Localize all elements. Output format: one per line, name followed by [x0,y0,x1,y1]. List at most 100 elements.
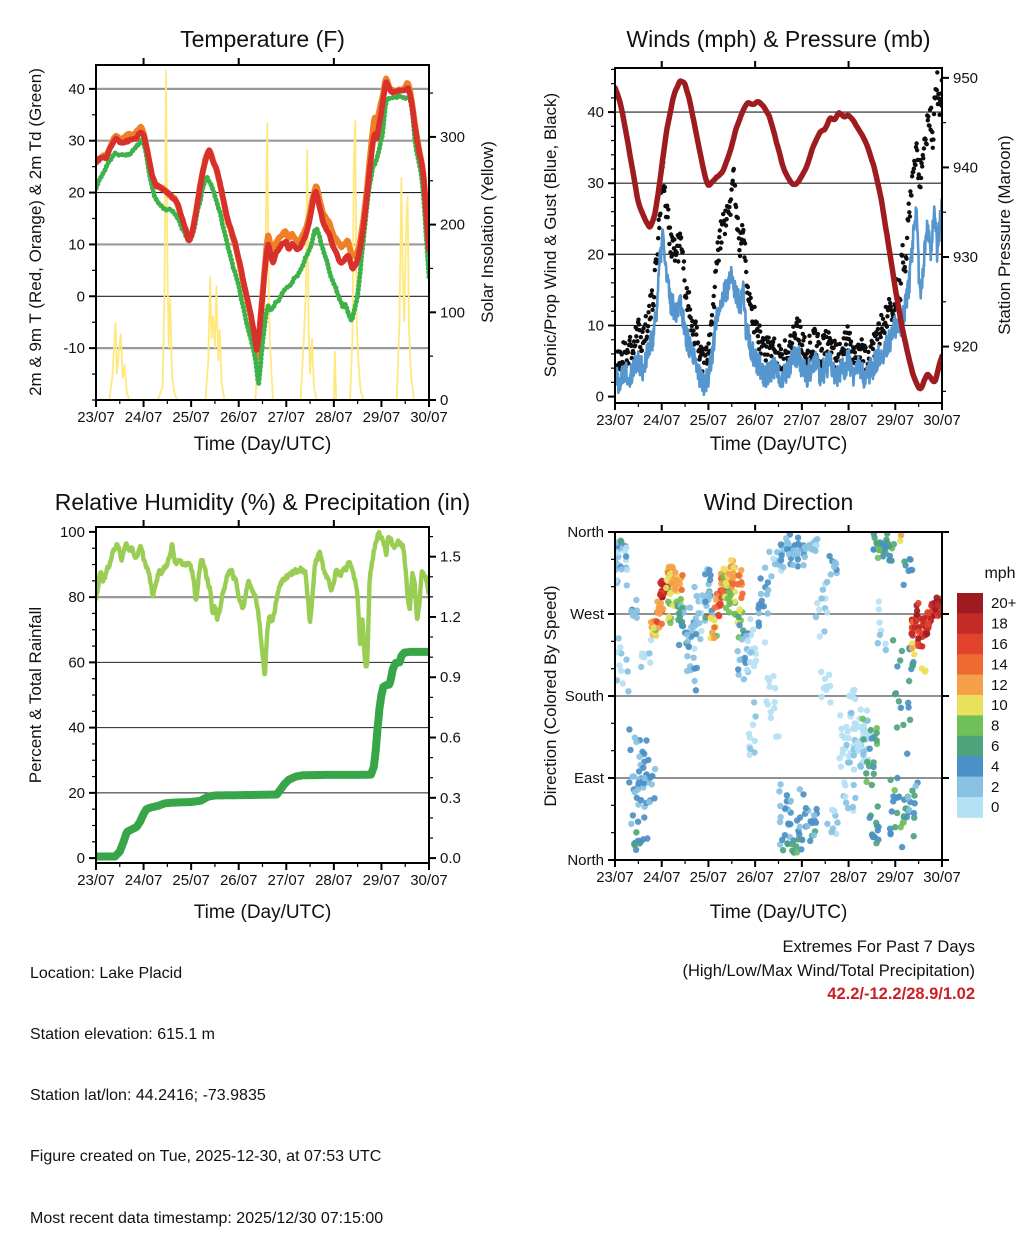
panel-1: 0 10 20 30 40 920 930 940 950 23/07 24/07 25/07 26/0… [587,61,978,429]
x-axis-label-winds: Time (Day/UTC) [709,434,848,455]
x-tick-label: 26/07 [220,872,258,889]
x-tick-label: 28/07 [830,869,868,886]
y-axis-label-direction-left: Direction (Colored By Speed) [541,585,560,807]
y-tick-label-right: 0.9 [440,669,461,686]
y-tick-label-left: South [565,688,604,705]
y-tick-label-right: 940 [953,159,978,176]
y-tick-label-left: 10 [68,236,85,253]
y-axis-label-wind-left: Sonic/Prop Wind & Gust (Blue, Black) [541,92,560,378]
y-tick-label-left: 0 [77,288,85,305]
x-tick-label: 26/07 [736,869,774,886]
y-tick-label-right: 200 [440,217,465,234]
y-axis-label-rainfall-left: Percent & Total Rainfall [26,606,45,784]
plot-area [615,532,942,856]
axis-ticks [608,61,949,410]
station-footer: Location: Lake Placid Station elevation:… [30,923,383,1250]
colorbar-label: 20+ [991,595,1017,612]
x-tick-label: 25/07 [172,409,210,426]
x-tick-label: 24/07 [125,409,163,426]
colorbar-title-mph: mph [984,565,1016,582]
y-tick-label-left: North [567,524,604,541]
x-tick-label: 27/07 [783,869,821,886]
y-tick-label-left: 0 [77,850,85,867]
x-tick-label: 30/07 [923,412,961,429]
x-tick-label: 25/07 [690,869,728,886]
y-axis-label-temperature-left: 2m & 9m T (Red, Orange) & 2m Td (Green) [26,68,45,396]
footer-latlon: Station lat/lon: 44.2416; -73.9835 [30,1087,266,1105]
x-tick-label: 24/07 [643,869,681,886]
x-tick-label: 28/07 [315,409,353,426]
x-tick-label: 26/07 [220,409,258,426]
x-tick-label: 30/07 [410,872,448,889]
series-pressure [615,78,942,392]
colorbar-cell [957,593,983,614]
colorbar-cell [957,695,983,716]
y-tick-label-right: 1.2 [440,609,461,626]
colorbar-label: 16 [991,636,1008,653]
y-tick-label-left: 10 [587,317,604,334]
y-tick-label-left: 0 [596,389,604,406]
y-tick-label-right: 0.6 [440,730,461,747]
colorbar-cell [957,674,983,696]
series-wind [615,198,942,397]
x-axis-label-humidity: Time (Day/UTC) [193,902,332,923]
y-tick-label-left: 40 [587,104,604,121]
y-tick-label-right: 300 [440,129,465,146]
x-tick-label: 25/07 [172,872,210,889]
extremes-value: 42.2/-12.2/28.9/1.02 [827,985,975,1003]
colorbar-cell [957,797,983,818]
x-tick-label: 27/07 [268,872,306,889]
colorbar-label: 6 [991,738,999,755]
x-axis-label-wind-direction: Time (Day/UTC) [709,902,848,923]
y-tick-label-right: 1.5 [440,549,461,566]
colorbar-label: 4 [991,758,999,775]
colorbar-cell [957,715,983,737]
x-tick-label: 27/07 [783,412,821,429]
colorbar-cell [957,633,983,655]
axis-ticks [89,58,436,407]
axis-ticks [608,525,949,867]
extremes-block: Extremes For Past 7 Days (High/Low/Max W… [682,936,975,1007]
speed-colorbar: 20+ 18 16 14 12 10 8 6 4 2 0 [957,593,1017,818]
y-tick-label-right: 920 [953,339,978,356]
x-tick-label: 29/07 [363,409,401,426]
panel-title-humidity-precip: Relative Humidity (%) & Precipitation (i… [54,489,471,515]
colorbar-cell [957,613,983,635]
colorbar-cell [957,776,983,798]
y-tick-label-left: 80 [68,589,85,606]
colorbar-label: 14 [991,656,1008,673]
extremes-heading: Extremes For Past 7 Days [782,938,975,956]
series-2m-temperature [96,79,429,353]
y-tick-label-left: West [570,606,605,623]
y-tick-label-right: 0.3 [440,790,461,807]
x-tick-label: 29/07 [363,872,401,889]
y-tick-label-left: North [567,852,604,869]
y-tick-label-left: 30 [587,175,604,192]
y-tick-label-left: 60 [68,654,85,671]
y-tick-label-left: 40 [68,720,85,737]
extremes-subheading: (High/Low/Max Wind/Total Precipitation) [682,961,975,980]
y-tick-label-left: -10 [63,340,85,357]
series-relative-humidity [96,529,429,677]
y-axis-label-pressure-right: Station Pressure (Maroon) [995,135,1014,335]
colorbar-label: 2 [991,779,999,796]
footer-location: Location: Lake Placid [30,964,183,982]
colorbar-cell [957,756,983,777]
panel-title-wind-direction: Wind Direction [703,489,854,515]
series-total-rainfall [96,647,429,861]
colorbar-cell [957,654,983,675]
x-tick-label: 23/07 [77,872,115,889]
x-tick-label: 23/07 [596,412,634,429]
y-tick-label-left: 20 [68,185,85,202]
y-tick-label-left: East [574,770,605,787]
footer-created: Figure created on Tue, 2025-12-30, at 07… [30,1148,382,1166]
colorbar-cell [957,735,983,757]
colorbar-label: 0 [991,799,999,816]
colorbar-label: 10 [991,697,1008,714]
y-tick-label-left: 30 [68,133,85,150]
x-axis-label-temperature: Time (Day/UTC) [193,434,332,455]
x-tick-label: 29/07 [877,869,915,886]
panel-0: -10 0 10 20 30 40 0 100 200 300 23/07 24/07 25/07 26/… [63,58,465,426]
